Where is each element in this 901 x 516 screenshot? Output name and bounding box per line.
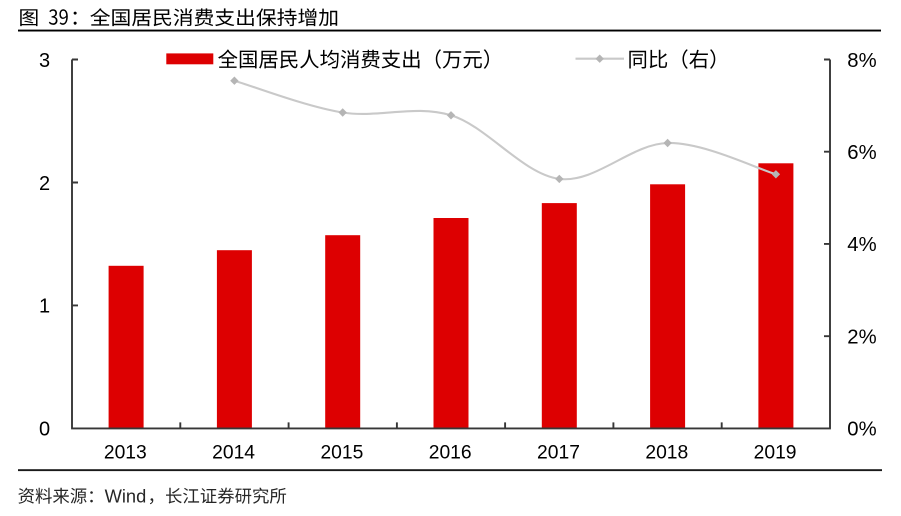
svg-text:2019: 2019	[754, 443, 797, 464]
svg-text:3: 3	[39, 50, 50, 72]
svg-text:2018: 2018	[645, 443, 688, 464]
svg-text:0%: 0%	[847, 419, 876, 441]
svg-text:2013: 2013	[104, 443, 147, 464]
svg-text:2%: 2%	[847, 327, 876, 349]
svg-text:2015: 2015	[320, 443, 363, 464]
svg-text:2016: 2016	[429, 443, 472, 464]
svg-text:2: 2	[39, 173, 50, 195]
svg-text:2017: 2017	[537, 443, 580, 464]
svg-text:0: 0	[39, 419, 50, 441]
svg-text:8%: 8%	[847, 50, 876, 72]
svg-text:6%: 6%	[847, 142, 876, 164]
svg-text:1: 1	[39, 296, 50, 318]
svg-text:4%: 4%	[847, 234, 876, 256]
svg-text:2014: 2014	[212, 443, 255, 464]
svg-text:Wind: Wind	[105, 485, 147, 506]
